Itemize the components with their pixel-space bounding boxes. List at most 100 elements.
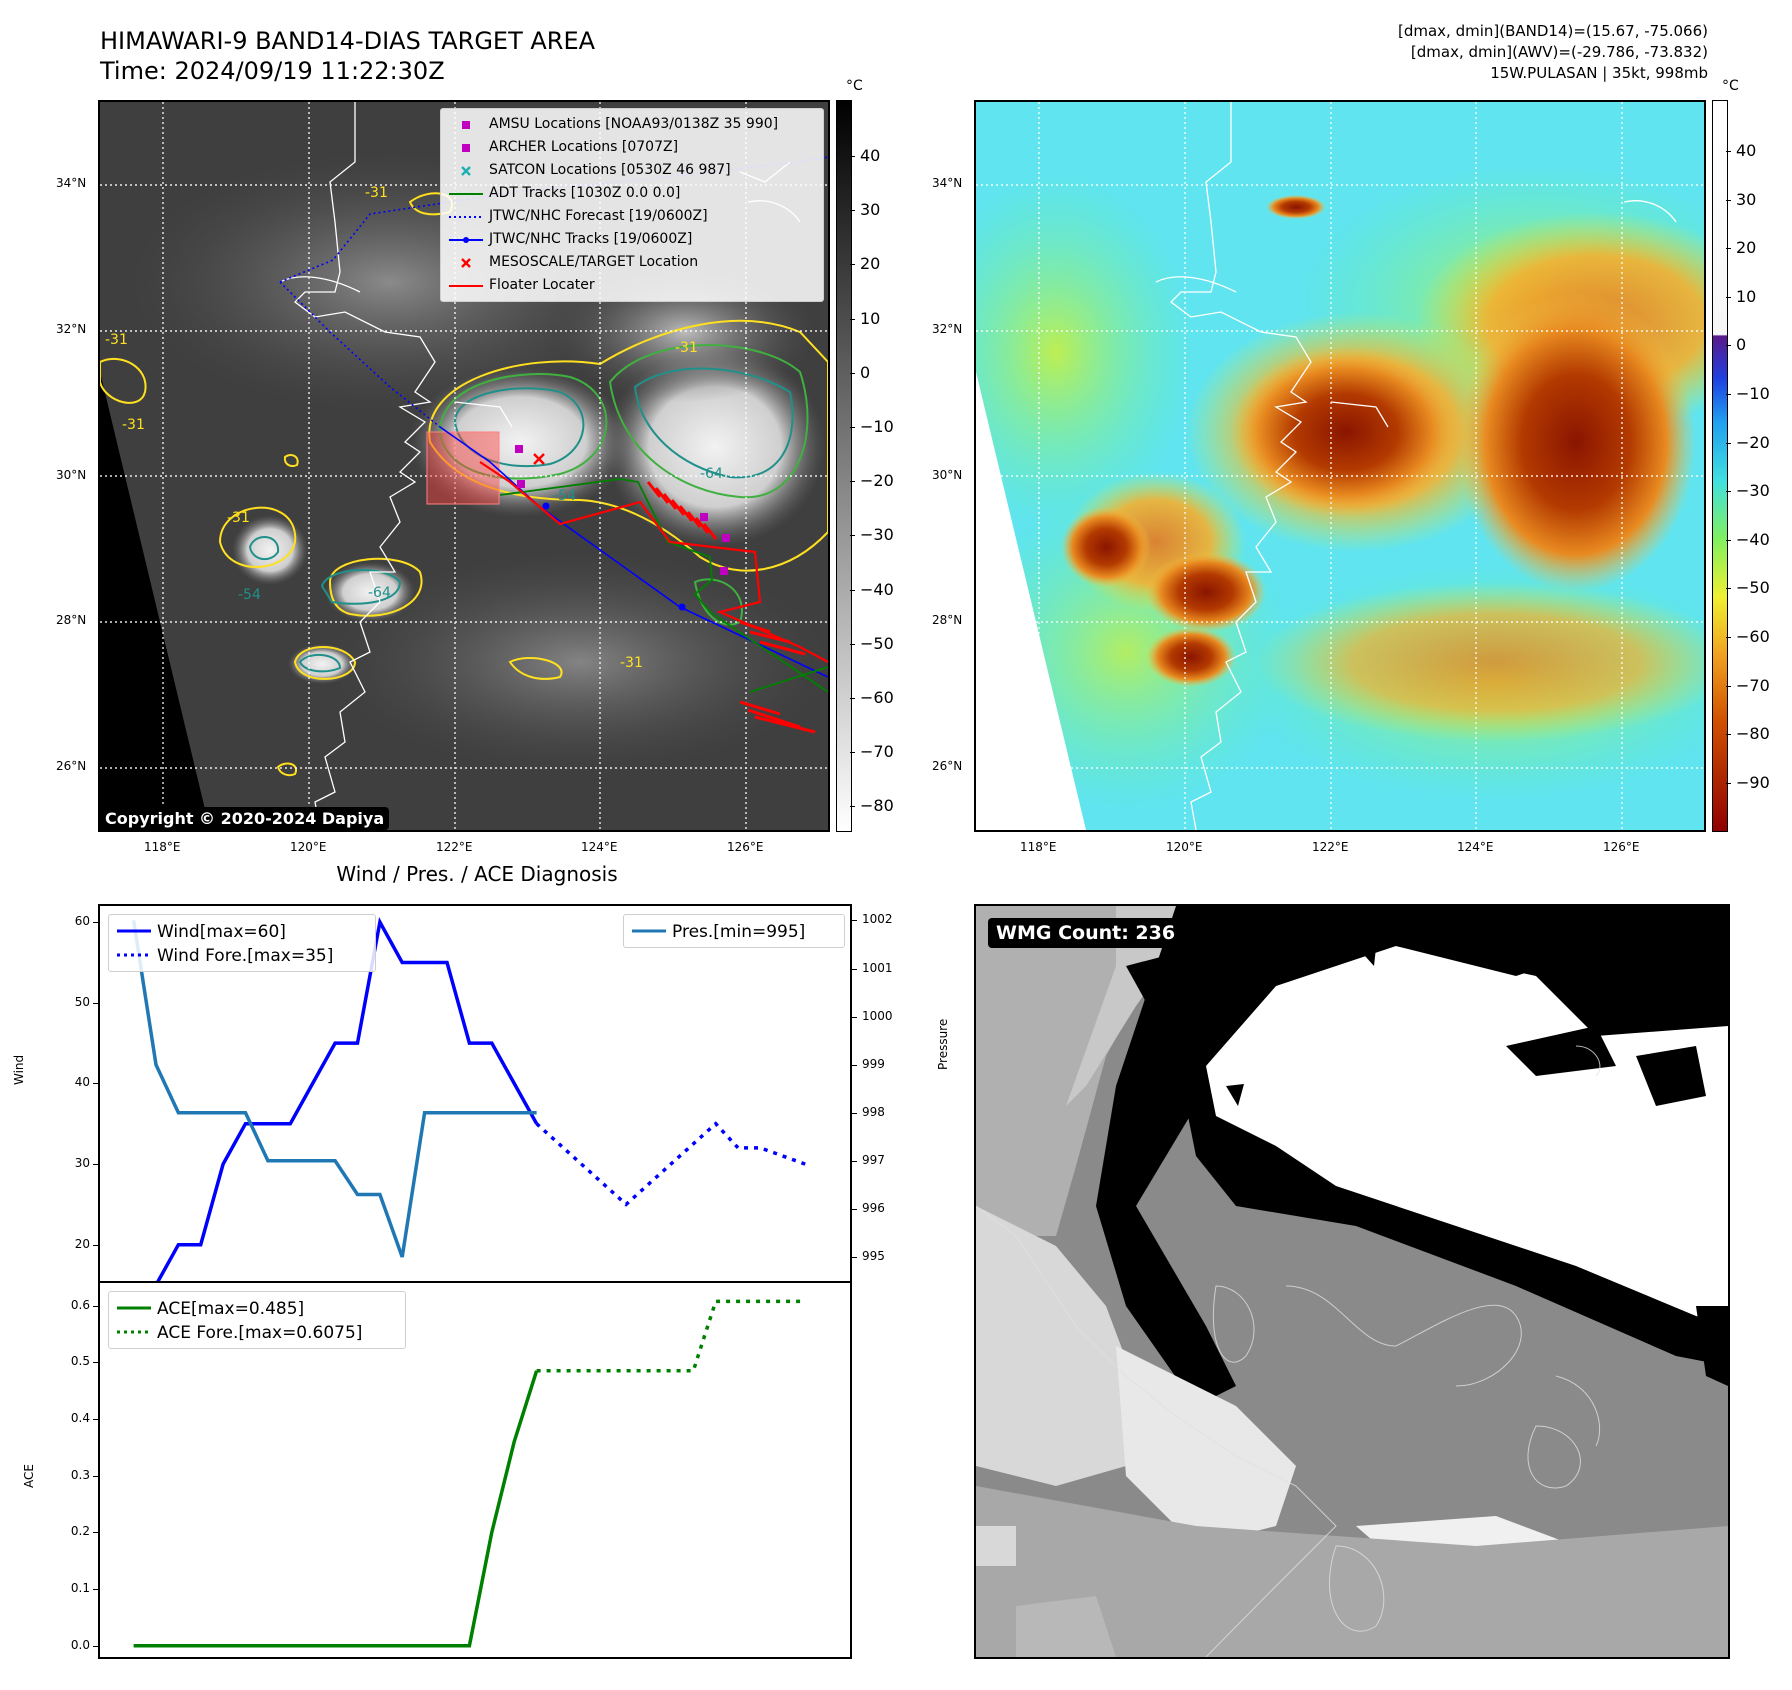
legend-label: Pres.[min=995]: [672, 922, 806, 942]
lat-tick: 32°N: [56, 322, 87, 336]
lon-tick: 126°E: [727, 840, 764, 854]
legend-entry: ADT Tracks [1030Z 0.0 0.0]: [441, 184, 823, 204]
figure-time: Time: 2024/09/19 11:22:30Z: [100, 57, 445, 85]
y-tick-label: 50: [74, 994, 90, 1009]
ir-colorbar-unit: °C: [846, 78, 863, 94]
colorbar-tick-mark: [1726, 539, 1731, 541]
colorbar-tick-mark: [850, 427, 855, 428]
colorbar-tick-mark: [1726, 151, 1731, 152]
info-storm: 15W.PULASAN | 35kt, 998mb: [1490, 64, 1708, 82]
y-tick-mark: [93, 1475, 98, 1477]
series-line: [536, 1299, 806, 1373]
wind-pressure-chart: Wind[max=60] Wind Fore.[max=35] Pres.[mi…: [98, 904, 852, 1283]
legend-symbol: [461, 258, 471, 268]
colorbar-tick-label: −10: [1736, 384, 1770, 403]
lon-tick: 126°E: [1603, 840, 1640, 854]
ace-plot: [133, 1299, 806, 1648]
colorbar-tick-label: 40: [860, 146, 881, 165]
colorbar-tick-mark: [850, 535, 855, 537]
lat-tick: 34°N: [932, 176, 963, 190]
y-tick-mark: [852, 1160, 857, 1162]
colorbar-tick-mark: [850, 589, 855, 591]
colorbar-tick-mark: [1726, 296, 1731, 298]
colorbar-tick-label: −90: [1736, 772, 1770, 792]
y-tick-label: 1001: [862, 960, 893, 975]
wind-legend: Wind[max=60] Wind Fore.[max=35]: [108, 914, 376, 972]
figure-title: HIMAWARI-9 BAND14-DIAS TARGET AREA: [100, 27, 596, 55]
lat-tick: 26°N: [56, 759, 87, 773]
colorbar-tick-mark: [1726, 442, 1731, 444]
contour-label: -64: [368, 585, 391, 601]
legend-label: JTWC/NHC Forecast [19/0600Z]: [489, 208, 708, 224]
colorbar-tick-label: −60: [1736, 627, 1770, 646]
y-tick-mark: [93, 1645, 98, 1647]
legend-entry: ARCHER Locations [0707Z]: [441, 138, 823, 158]
colorbar-tick-mark: [1726, 685, 1731, 687]
colorbar-tick-mark: [850, 264, 855, 266]
colorbar-tick-mark: [850, 372, 855, 374]
colorbar-tick-mark: [1726, 199, 1731, 201]
colorbar-tick-label: 20: [860, 254, 881, 274]
y-tick-label: 40: [74, 1075, 90, 1090]
y-tick-label: 0.5: [70, 1354, 90, 1369]
y-tick-mark: [852, 1064, 857, 1066]
contour-label: -31: [675, 340, 698, 356]
colorbar-tick-mark: [850, 698, 855, 699]
lon-tick: 120°E: [290, 840, 327, 854]
legend-symbol: [462, 121, 470, 129]
contour-label: -31: [227, 510, 250, 526]
lon-tick: 118°E: [144, 840, 181, 854]
wind-pressure-plot: [131, 916, 806, 1281]
lat-tick: 30°N: [932, 468, 963, 482]
y-tick-mark: [93, 1305, 98, 1307]
legend-symbol: [462, 144, 470, 152]
legend-label: AMSU Locations [NOAA93/0138Z 35 990]: [489, 116, 779, 132]
ace-legend: ACE[max=0.485] ACE Fore.[max=0.6075]: [108, 1291, 406, 1349]
info-band14: [dmax, dmin](BAND14)=(15.67, -75.066): [1397, 22, 1708, 40]
legend-entry-ace-forecast: ACE Fore.[max=0.6075]: [109, 1322, 405, 1343]
legend-symbol: [449, 285, 483, 287]
y-tick-mark: [93, 1164, 98, 1166]
colorbar-tick-label: 30: [1736, 189, 1757, 209]
legend-entry: JTWC/NHC Forecast [19/0600Z]: [441, 207, 823, 227]
y-tick-label: 0.4: [70, 1411, 90, 1425]
series-line: [535, 1121, 806, 1207]
colorbar-tick-mark: [850, 752, 855, 754]
lat-tick: 28°N: [56, 613, 87, 627]
y-tick-mark: [93, 1244, 98, 1246]
y-tick-label: 996: [862, 1200, 885, 1215]
colorbar-tick-label: −80: [860, 796, 894, 816]
y-tick-label: 20: [74, 1236, 90, 1251]
colorbar-tick-label: −20: [1736, 432, 1770, 452]
legend-label: MESOSCALE/TARGET Location: [489, 254, 699, 270]
ace-axis-label: ACE: [22, 1464, 36, 1488]
colorbar-tick-label: −20: [860, 471, 894, 491]
legend-label: Floater Locater: [489, 277, 595, 293]
y-tick-label: 0.6: [70, 1297, 90, 1312]
legend-symbol: [449, 237, 483, 243]
lat-tick: 34°N: [56, 176, 87, 190]
series-line: [133, 1370, 539, 1648]
colorbar-tick-label: 30: [860, 200, 881, 220]
colorbar-tick-mark: [1726, 248, 1731, 250]
legend-label: SATCON Locations [0530Z 46 987]: [489, 162, 731, 178]
y-tick-mark: [852, 920, 857, 922]
y-tick-mark: [93, 1083, 98, 1085]
lat-tick: 30°N: [56, 468, 87, 482]
contour-label: -64: [700, 466, 723, 482]
contour-label: -31: [122, 417, 145, 433]
legend-label: JTWC/NHC Tracks [19/0600Z]: [489, 231, 693, 247]
legend-label: ACE[max=0.485]: [157, 1299, 305, 1319]
wmg-count-badge: WMG Count: 236: [988, 918, 1184, 948]
legend-entry-pressure: Pres.[min=995]: [624, 921, 844, 942]
contour-label: -54: [553, 488, 576, 504]
colorbar-tick-mark: [1726, 345, 1731, 347]
y-tick-mark: [93, 1362, 98, 1364]
contour-label: -31: [620, 655, 643, 671]
y-tick-mark: [852, 1112, 857, 1114]
y-tick-label: 995: [862, 1248, 885, 1263]
y-tick-label: 1000: [862, 1008, 893, 1023]
lat-tick: 28°N: [932, 613, 963, 627]
y-tick-label: 998: [862, 1104, 885, 1119]
colorbar-tick-label: −50: [1736, 578, 1770, 598]
